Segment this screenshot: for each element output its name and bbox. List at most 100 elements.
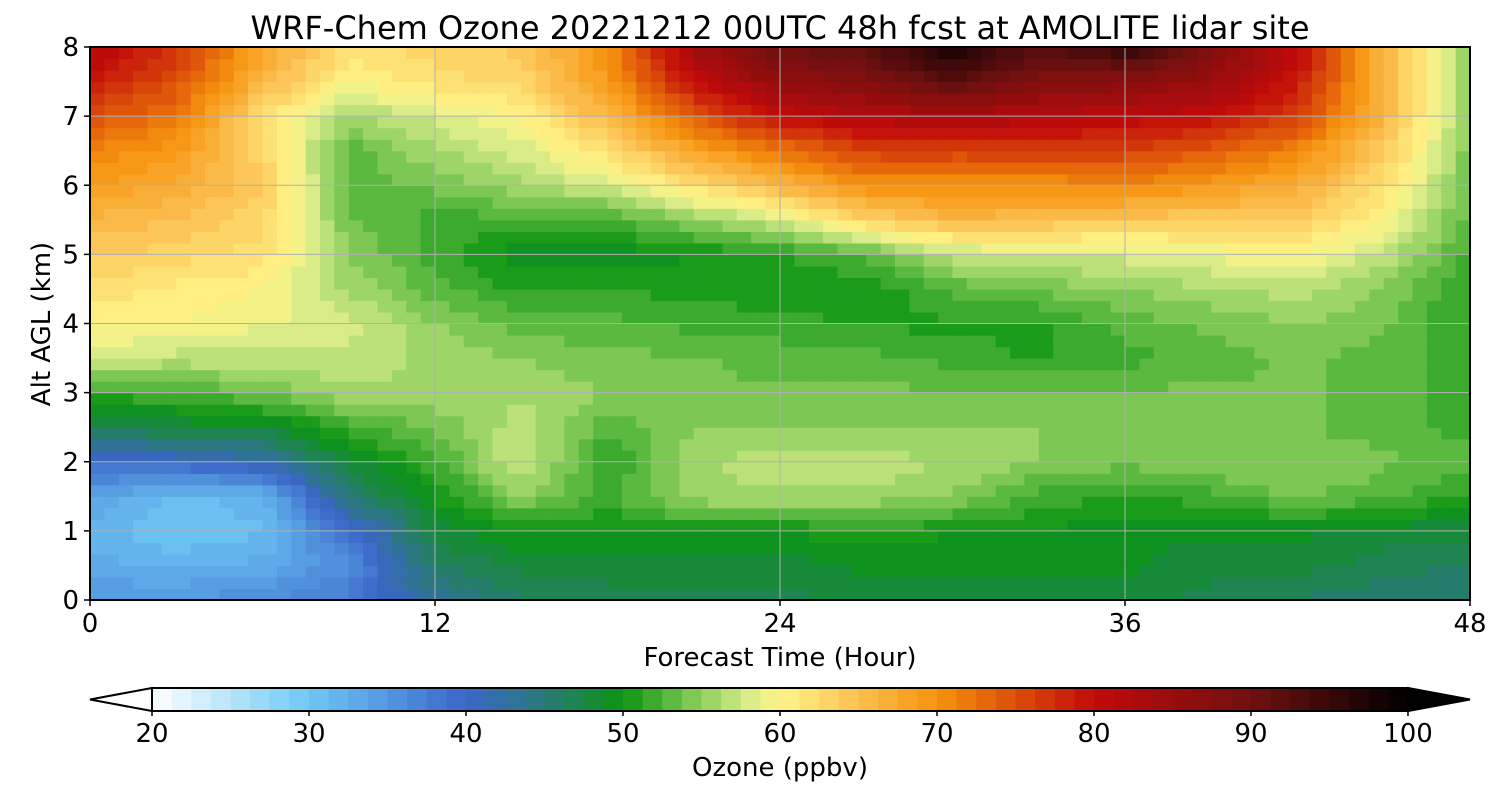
ozone-cell [851,231,867,244]
ozone-cell [1398,300,1414,313]
ozone-cell [1125,427,1140,440]
ozone-cell [765,162,781,175]
ozone-cell [1268,70,1284,83]
ozone-cell [161,553,177,567]
ozone-cell [521,323,537,336]
ozone-cell [233,81,249,94]
ozone-cell [851,496,867,509]
ozone-cell [233,93,249,106]
ozone-cell [248,185,264,198]
ozone-cell [449,93,465,106]
ozone-cell [1168,242,1184,255]
ozone-cell [449,219,465,232]
ozone-cell [521,438,537,451]
ozone-cell [1311,553,1327,567]
ozone-cell [1153,265,1169,279]
ozone-cell [1182,300,1198,313]
ozone-cell [233,58,249,71]
ozone-cell [377,473,393,486]
ozone-cell [693,70,709,83]
ozone-cell [420,162,436,175]
ozone-cell [823,254,839,267]
ozone-cell [1311,473,1327,486]
ozone-cell [521,461,537,474]
ozone-cell [938,461,954,474]
ozone-cell [966,104,982,117]
ozone-cell [966,58,982,71]
ozone-cell [1398,254,1414,267]
ozone-cell [1340,427,1356,440]
ozone-cell [722,461,738,474]
ozone-cell [808,242,824,255]
ozone-cell [1153,450,1169,463]
ozone-cell [823,542,839,555]
ozone-cell [161,565,177,578]
ozone-cell [262,358,278,371]
ozone-cell [1240,507,1255,520]
ozone-cell [1225,404,1241,417]
ozone-cell [1283,323,1299,336]
ozone-cell [1398,438,1414,451]
ozone-cell [564,93,580,106]
ozone-cell [607,70,623,83]
ozone-cell [693,335,709,348]
ozone-cell [1441,242,1457,255]
ozone-cell [1096,530,1112,543]
ozone-cell [923,139,939,152]
ozone-cell [693,47,709,60]
ozone-cell [621,438,637,451]
ozone-cell [1254,127,1270,140]
ozone-cell [1240,81,1255,94]
ozone-cell [420,519,436,532]
ozone-cell [1297,58,1313,71]
ozone-cell [176,93,192,106]
ozone-cell [1024,369,1040,382]
ozone-cell [219,104,235,117]
ozone-cell [90,438,105,451]
ozone-cell [722,427,738,440]
ozone-cell [665,381,680,394]
ozone-cell [492,392,508,405]
ozone-cell [736,427,752,440]
ozone-cell [1211,553,1227,567]
ozone-cell [406,242,422,255]
ozone-cell [708,519,724,532]
ozone-cell [1110,127,1126,140]
ozone-cell [1340,392,1356,405]
ozone-cell [90,323,105,336]
ozone-cell [521,496,537,509]
ozone-cell [305,553,321,567]
ozone-cell [751,219,767,232]
ozone-cell [492,70,508,83]
ozone-cell [1225,346,1241,359]
ozone-cell [607,288,623,302]
ozone-cell [492,565,508,578]
ozone-cell [377,208,393,221]
ozone-cell [1168,104,1184,117]
ozone-cell [909,438,925,451]
ozone-cell [578,277,594,290]
ozone-cell [636,576,652,590]
ozone-cell [521,404,537,417]
ozone-cell [463,127,479,140]
ozone-cell [449,404,465,417]
ozone-cell [995,496,1011,509]
ozone-cell [564,565,580,578]
ozone-cell [233,47,249,60]
ozone-cell [851,288,867,302]
ozone-cell [334,300,350,313]
ozone-cell [751,576,767,590]
ozone-cell [176,461,192,474]
ozone-cell [478,70,494,83]
ozone-cell [708,404,724,417]
ozone-cell [1426,473,1442,486]
ozone-cell [636,139,652,152]
ozone-cell [1096,404,1112,417]
y-tick-label: 1 [62,517,79,547]
ozone-cell [981,162,997,175]
ozone-cell [1268,404,1284,417]
ozone-cell [1168,530,1184,543]
ozone-cell [1110,47,1126,60]
ozone-cell [909,588,925,600]
ozone-cell [636,208,652,221]
